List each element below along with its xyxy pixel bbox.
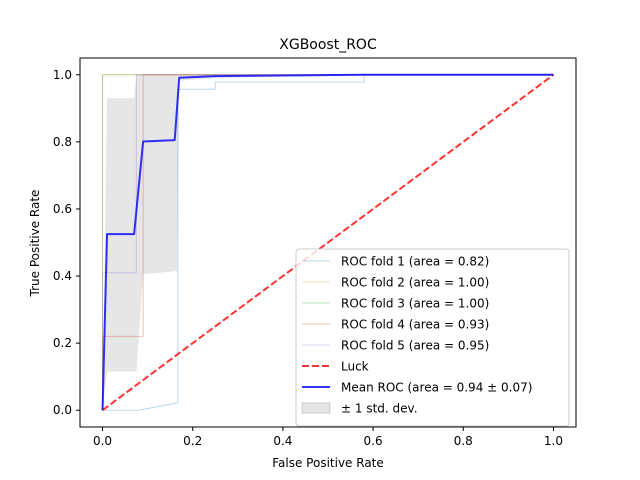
series-line-roc-fold-1-area-0-82-0 — [102, 74, 554, 411]
legend-entry: ROC fold 5 (area = 0.95) — [302, 339, 489, 353]
y-axis-label: True Positive Rate — [28, 190, 42, 298]
legend: ROC fold 1 (area = 0.82) ROC fold 2 (area… — [295, 248, 570, 427]
legend-label: ROC fold 2 (area = 1.00) — [341, 276, 489, 290]
legend-entry: ± 1 std. dev. — [301, 402, 418, 416]
y-tick-label: 0.2 — [53, 336, 72, 350]
x-axis-label: False Positive Rate — [272, 456, 384, 470]
legend-entry: Luck — [302, 360, 369, 374]
legend-label: ROC fold 3 (area = 1.00) — [341, 297, 489, 311]
x-tick-label: 1.0 — [544, 434, 563, 448]
chart-title: XGBoost_ROC — [279, 37, 377, 53]
legend-entry: Mean ROC (area = 0.94 ± 0.07) — [302, 381, 532, 395]
axes: 0.0 0.2 0.4 0.6 0.8 1.0 0.0 0.2 0.4 0.6 0.8 1.0 — [53, 57, 577, 448]
legend-label: Mean ROC (area = 0.94 ± 0.07) — [341, 381, 532, 395]
std-dev-band — [102, 74, 554, 411]
y-tick-label: 0.8 — [53, 135, 72, 149]
legend-box — [295, 248, 570, 427]
legend-swatch — [301, 402, 331, 414]
legend-entry: ROC fold 4 (area = 0.93) — [302, 318, 489, 332]
y-tick-label: 0.4 — [53, 269, 72, 283]
legend-entry: ROC fold 1 (area = 0.82) — [302, 255, 489, 269]
legend-label: ± 1 std. dev. — [341, 402, 418, 416]
series-line-mean-roc-area-0-94-0-07-6 — [101, 73, 554, 411]
legend-label: Luck — [341, 360, 369, 374]
y-tick-label: 0.6 — [53, 202, 72, 216]
axes-frame — [79, 57, 577, 428]
legend-label: ROC fold 4 (area = 0.93) — [341, 318, 489, 332]
legend-entry: ROC fold 3 (area = 1.00) — [302, 297, 489, 311]
legend-entry: ROC fold 2 (area = 1.00) — [302, 276, 489, 290]
y-tick-label: 1.0 — [53, 68, 72, 82]
legend-label: ROC fold 5 (area = 0.95) — [341, 339, 489, 353]
series-line-luck-5 — [101, 73, 555, 412]
x-tick-label: 0.6 — [364, 434, 383, 448]
x-tick-label: 0.8 — [454, 434, 473, 448]
y-tick-label: 0.0 — [53, 403, 72, 417]
legend-label: ROC fold 1 (area = 0.82) — [341, 255, 489, 269]
x-tick-label: 0.4 — [273, 434, 292, 448]
x-tick-label: 0.0 — [93, 434, 112, 448]
plot-area — [101, 73, 555, 412]
x-tick-label: 0.2 — [183, 434, 202, 448]
